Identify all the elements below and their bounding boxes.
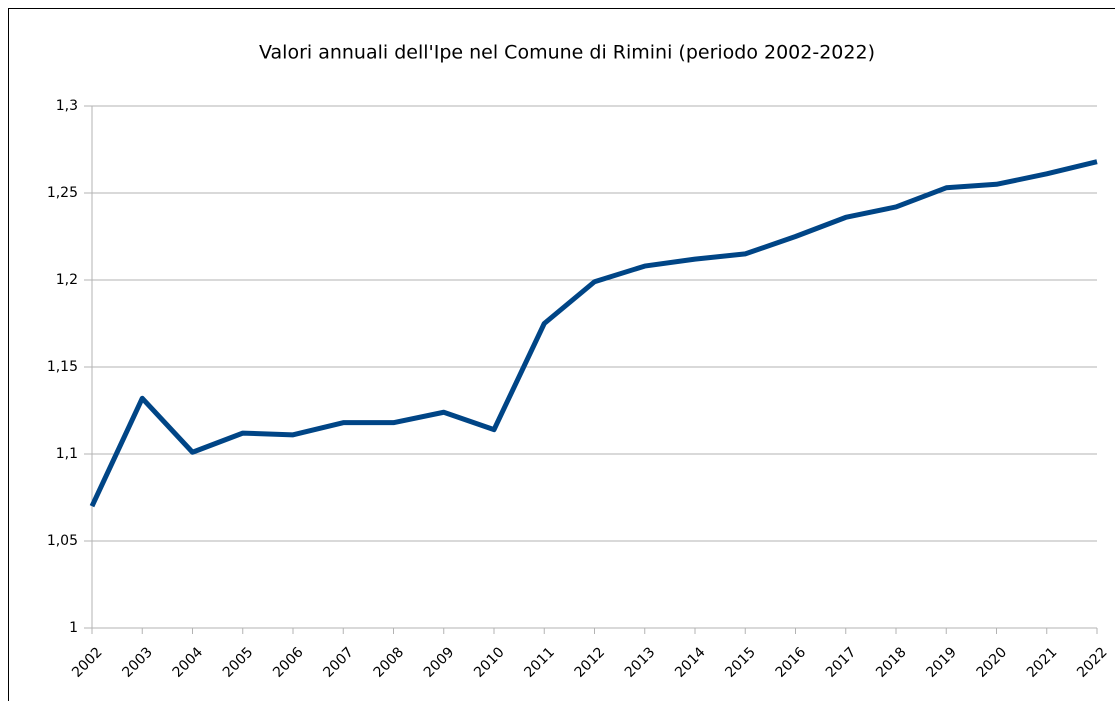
x-tick-label: 2006	[270, 644, 307, 681]
data-line	[89, 159, 1098, 508]
y-tick-label: 1	[69, 620, 78, 636]
x-tick-label: 2017	[823, 644, 860, 681]
x-tick-label: 2014	[672, 644, 709, 681]
x-tick-label: 2011	[521, 644, 558, 681]
y-tick-label: 1,15	[47, 359, 78, 375]
x-tick-label: 2022	[1074, 644, 1111, 681]
x-tick-label: 2008	[371, 644, 408, 681]
chart-title: Valori annuali dell'Ipe nel Comune di Ri…	[259, 42, 875, 64]
y-tick-label: 1,25	[47, 185, 78, 201]
x-tick-label: 2010	[471, 644, 508, 681]
y-tick-label: 1,05	[47, 533, 78, 549]
x-tick-label: 2002	[69, 644, 106, 681]
y-tick-label: 1,2	[56, 272, 78, 288]
x-tick-label: 2012	[572, 644, 609, 681]
x-tick-label: 2004	[170, 644, 207, 681]
x-tick-label: 2021	[1024, 644, 1061, 681]
x-tick-label: 2019	[923, 644, 960, 681]
x-tick-label: 2016	[773, 644, 810, 681]
x-tick-label: 2007	[320, 644, 357, 681]
x-tick-label: 2018	[873, 644, 910, 681]
x-tick-label: 2015	[722, 644, 759, 681]
y-tick-label: 1,3	[56, 98, 78, 114]
x-tick-label: 2009	[421, 644, 458, 681]
x-tick-label: 2020	[974, 644, 1011, 681]
x-tick-label: 2005	[220, 644, 257, 681]
x-tick-label: 2003	[119, 644, 156, 681]
y-tick-label: 1,1	[56, 446, 78, 462]
chart-border	[8, 8, 1115, 701]
x-tick-label: 2013	[622, 644, 659, 681]
